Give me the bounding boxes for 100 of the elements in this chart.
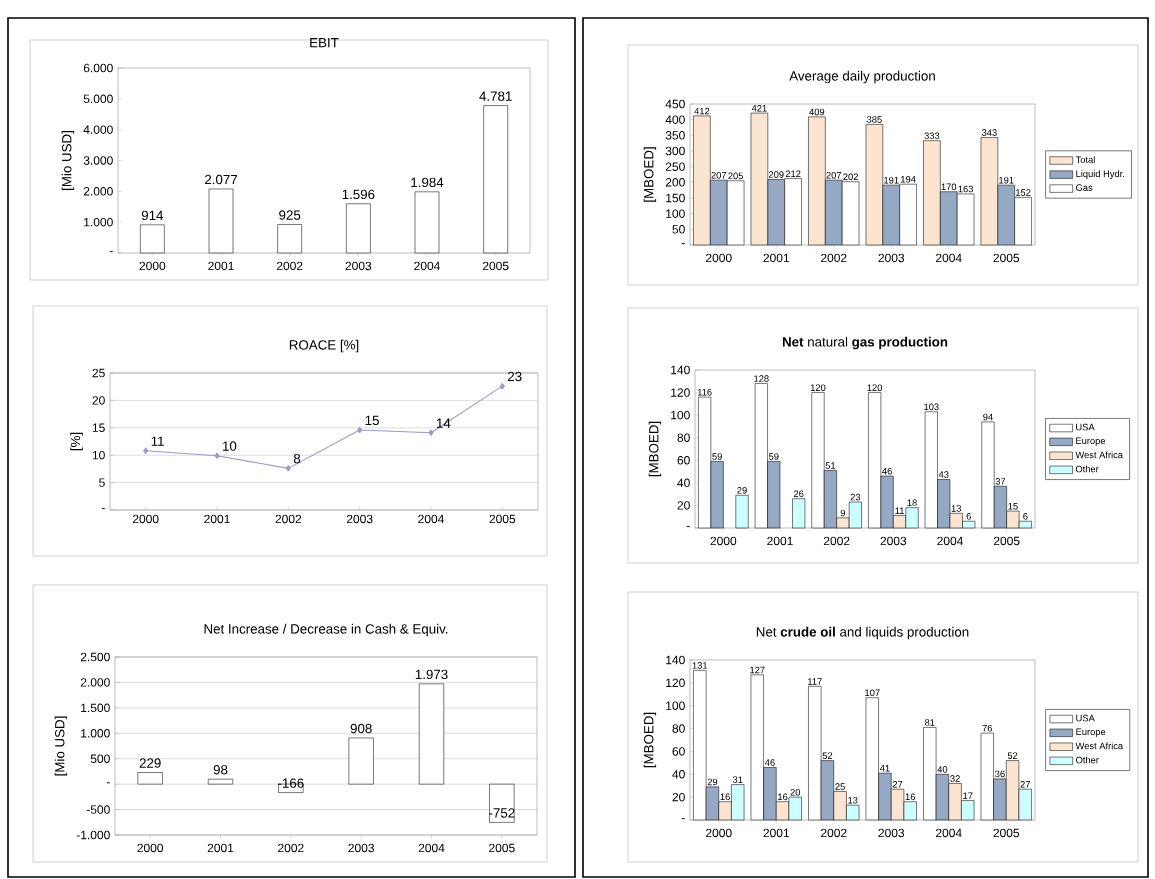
data-label: 1.973 [415, 669, 448, 680]
point [143, 447, 149, 455]
data-label: 29 [737, 487, 747, 494]
data-label: 20 [790, 788, 801, 796]
data-label: 26 [793, 490, 804, 498]
data-label: 11 [895, 507, 904, 514]
data-label: 131 [692, 662, 708, 669]
data-label: 120 [810, 384, 826, 391]
y-tick-label: 100 [671, 410, 690, 420]
x-tick-label: 2001 [767, 536, 793, 546]
data-label: 6 [966, 513, 971, 520]
y-tick-label: 120 [671, 388, 690, 397]
data-label: 128 [754, 375, 769, 382]
x-tick-label: 2001 [204, 514, 230, 524]
bar [207, 778, 234, 785]
y-tick-label: - [109, 251, 113, 253]
x-tick-label: 2002 [275, 514, 302, 524]
data-label: 46 [882, 467, 892, 475]
x-tick-label: 2000 [132, 514, 159, 524]
data-label: 81 [924, 719, 935, 726]
y-tick-label: 4.000 [83, 125, 113, 134]
x-tick-label: 2001 [208, 261, 234, 271]
data-label: 15 [1008, 502, 1018, 510]
y-tick-label: 3.000 [83, 156, 113, 165]
y-tick-label: 20 [677, 501, 690, 510]
y-tick-label: 140 [666, 655, 685, 665]
data-label: 343 [981, 129, 997, 136]
y-tick-label: 400 [665, 115, 685, 124]
x-tick-label: 2004 [418, 514, 444, 524]
data-label: 107 [865, 689, 880, 697]
y-tick-label: 5.000 [83, 94, 113, 104]
data-label: 37 [995, 478, 1006, 485]
data-label: 25 [835, 783, 845, 790]
data-label: 31 [732, 776, 743, 783]
y-tick-label: - [681, 243, 685, 245]
data-label: 120 [867, 384, 883, 391]
data-label: 51 [825, 462, 836, 469]
data-label: 8 [293, 453, 301, 464]
data-label: 103 [924, 403, 939, 411]
x-tick-label: 2003 [880, 536, 907, 546]
data-label: 925 [279, 210, 301, 220]
x-tick-label: 2003 [348, 843, 374, 853]
x-tick-label: 2002 [821, 253, 847, 263]
y-axis-title: [MBOED] [643, 712, 657, 768]
data-label: 10 [223, 441, 237, 451]
y-tick-label: 80 [677, 433, 690, 442]
data-label: 207 [711, 171, 727, 179]
x-tick-label: 2002 [278, 843, 304, 853]
data-label: -752 [489, 808, 515, 818]
y-tick-label: 60 [677, 456, 690, 465]
legend-label: Total [1075, 156, 1095, 163]
bar [346, 203, 371, 254]
data-label: 412 [694, 107, 710, 115]
data-label: 16 [720, 793, 730, 801]
x-tick-label: 2004 [937, 536, 963, 546]
data-label: 229 [139, 758, 161, 768]
y-tick-label: 15 [92, 423, 105, 432]
bar [208, 188, 234, 254]
data-label: 333 [924, 132, 940, 140]
point [357, 426, 363, 434]
data-label: 94 [983, 413, 993, 421]
legend-label: Other [1075, 465, 1099, 473]
y-axis-title: [MBOED] [643, 147, 657, 202]
data-label: 209 [768, 171, 784, 178]
bar [735, 495, 749, 529]
y-tick-label: 50 [672, 225, 685, 234]
x-tick-label: 2003 [878, 828, 905, 838]
legend-label: West Africa [1075, 742, 1124, 750]
x-tick-label: 2003 [878, 253, 905, 263]
data-label: 212 [785, 170, 801, 177]
data-label: 9 [840, 509, 846, 517]
data-label: 6 [1023, 513, 1028, 520]
y-tick-label: 2.000 [80, 678, 110, 687]
y-tick-label: - [681, 818, 685, 820]
data-label: 59 [712, 453, 722, 460]
y-tick-label: 40 [677, 478, 690, 488]
y-axis-title: [Mio USD] [61, 131, 75, 190]
data-label: 18 [907, 499, 917, 507]
y-tick-label: 100 [666, 701, 685, 710]
data-label: 98 [213, 765, 228, 775]
x-tick-label: 2004 [418, 843, 445, 853]
y-tick-label: 200 [665, 178, 685, 187]
point [285, 465, 291, 472]
legend-label: Liquid Hydr. [1076, 170, 1125, 179]
data-label: 32 [950, 775, 960, 782]
chart-title: Average daily production [789, 70, 935, 84]
data-label: 191 [999, 176, 1014, 184]
data-label: 13 [848, 796, 858, 804]
data-label: 207 [826, 171, 842, 179]
bar [792, 498, 806, 529]
y-tick-label: -1.000 [76, 830, 110, 840]
y-tick-label: 350 [665, 131, 685, 140]
x-tick-label: 2004 [936, 253, 962, 263]
y-tick-label: 300 [665, 146, 685, 156]
x-tick-label: 2001 [763, 253, 790, 263]
y-tick-label: - [106, 782, 110, 784]
x-tick-label: 2000 [139, 261, 166, 271]
x-tick-label: 2004 [936, 828, 962, 838]
y-tick-label: 20 [92, 396, 105, 405]
y-tick-label: 2.500 [80, 652, 110, 662]
